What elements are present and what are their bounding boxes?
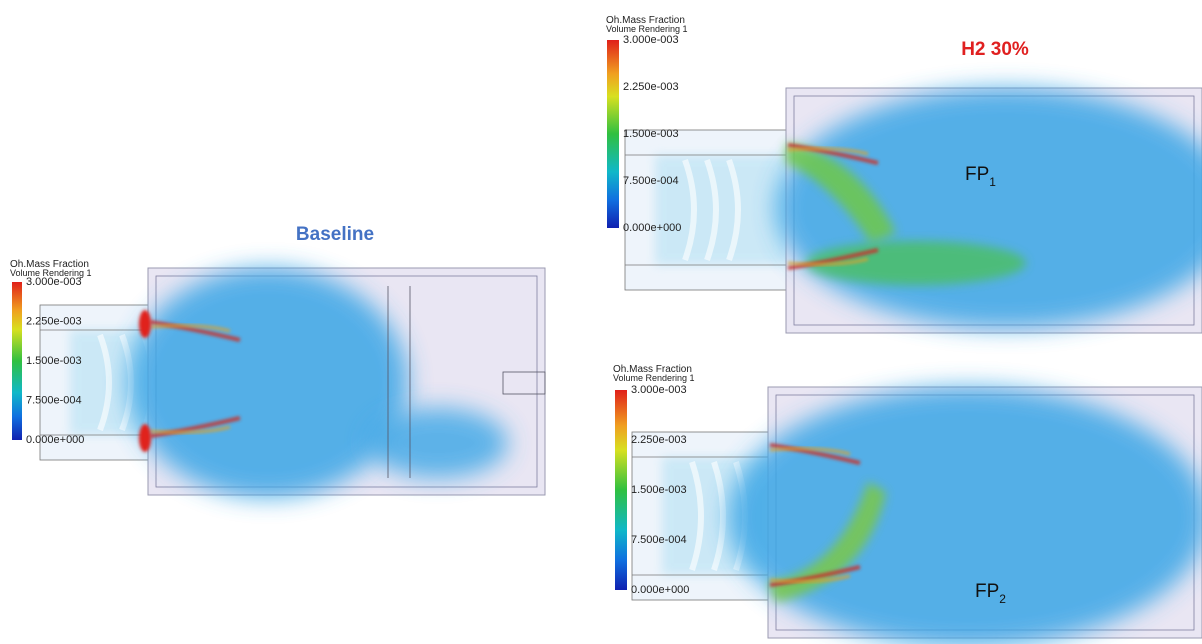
flow-blob (368, 408, 508, 478)
colorbar-tick-label: 0.000e+000 (631, 584, 689, 596)
legend-subtitle: Volume Rendering 1 (606, 24, 688, 34)
label-text: FP (975, 581, 999, 602)
colorbar-tick-label: 1.500e-003 (623, 128, 679, 140)
colorbar (615, 390, 627, 590)
colorbar-tick-label: 7.500e-004 (631, 534, 687, 546)
colorbar-tick-label: 7.500e-004 (26, 394, 82, 406)
legend-subtitle: Volume Rendering 1 (613, 373, 695, 383)
colorbar-tick-label: 1.500e-003 (26, 355, 82, 367)
colorbar-tick-label: 3.000e-003 (26, 276, 82, 288)
colorbar-tick-label: 2.250e-003 (623, 81, 679, 93)
label-subscript: 1 (989, 175, 996, 189)
colorbar-tick-label: 3.000e-003 (623, 34, 679, 46)
panel-title: Baseline (296, 224, 374, 245)
flow-blob (128, 268, 408, 498)
colorbar (607, 40, 619, 228)
jet-core (139, 424, 151, 452)
flow-field (728, 387, 1202, 644)
panel-title: H2 30% (961, 39, 1029, 60)
figure: Oh.Mass FractionVolume Rendering 13.000e… (0, 0, 1202, 644)
flow-blob (728, 387, 1202, 644)
label-text: FP (965, 164, 989, 185)
colorbar-tick-label: 2.250e-003 (631, 434, 687, 446)
jet-core (139, 310, 151, 338)
colorbar-tick-label: 7.500e-004 (623, 175, 679, 187)
colorbar-tick-label: 3.000e-003 (631, 384, 687, 396)
colorbar-tick-label: 0.000e+000 (623, 222, 681, 234)
colorbar-tick-label: 1.500e-003 (631, 484, 687, 496)
inlet-flow (655, 155, 786, 265)
label-subscript: 2 (999, 592, 1006, 606)
colorbar-tick-label: 2.250e-003 (26, 315, 82, 327)
colorbar (12, 282, 22, 440)
colorbar-tick-label: 0.000e+000 (26, 434, 84, 446)
